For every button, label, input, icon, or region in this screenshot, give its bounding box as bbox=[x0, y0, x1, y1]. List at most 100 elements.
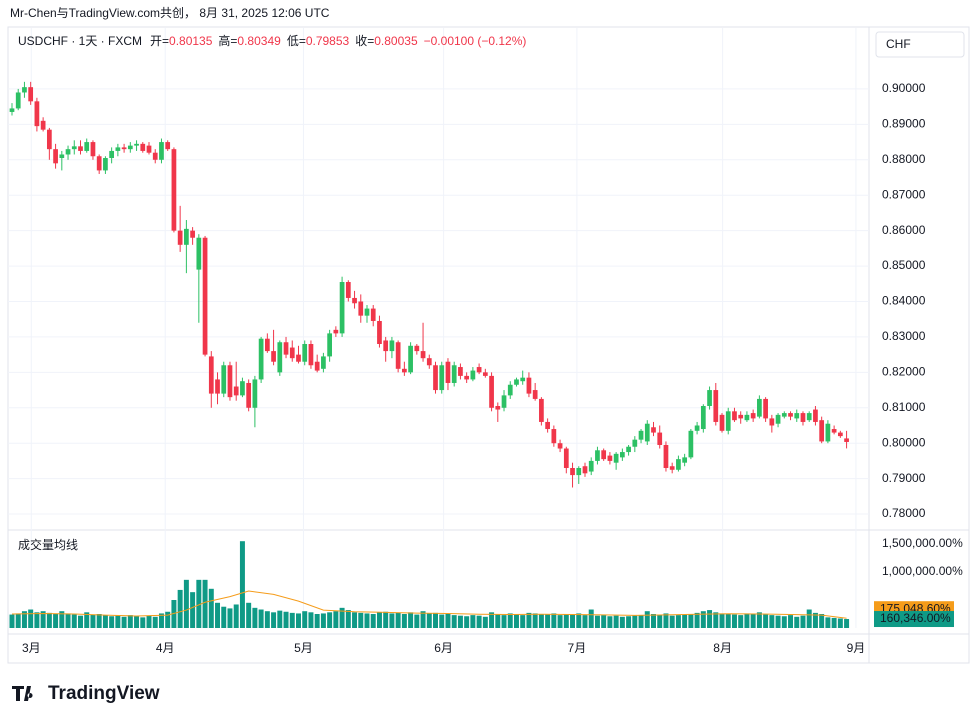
volume-bar bbox=[134, 616, 140, 628]
candle-body bbox=[165, 142, 171, 150]
candle-body bbox=[109, 150, 115, 159]
logo-icon bbox=[12, 686, 33, 701]
volume-bar bbox=[513, 614, 519, 628]
candle-body bbox=[837, 432, 843, 437]
candle-body bbox=[314, 361, 320, 371]
candle-body bbox=[694, 425, 700, 431]
volume-bar bbox=[158, 613, 164, 628]
candle-body bbox=[208, 356, 214, 394]
volume-bar bbox=[707, 610, 713, 628]
volume-bar bbox=[40, 611, 46, 628]
candle-body bbox=[551, 429, 557, 444]
volume-bar bbox=[115, 615, 121, 628]
volume-bar bbox=[208, 588, 214, 628]
volume-bar bbox=[308, 612, 314, 628]
candle-body bbox=[495, 406, 501, 410]
candle-body bbox=[651, 427, 656, 433]
volume-bar bbox=[825, 617, 831, 628]
y-tick-label: 0.81000 bbox=[882, 400, 926, 414]
ma-line bbox=[11, 590, 847, 619]
candle-body bbox=[345, 282, 351, 298]
logo-text: TradingView bbox=[48, 683, 160, 704]
volume-bar bbox=[433, 612, 439, 628]
ohlc-label: 高= bbox=[218, 33, 237, 48]
candle-body bbox=[402, 368, 407, 373]
candle-body bbox=[570, 468, 575, 476]
candle-body bbox=[613, 453, 619, 463]
candle-body bbox=[177, 230, 183, 245]
candle-body bbox=[358, 301, 364, 316]
volume-bar bbox=[59, 611, 65, 628]
volume-bar bbox=[545, 614, 551, 628]
volume-bar bbox=[501, 615, 507, 628]
candle-body bbox=[221, 365, 227, 394]
volume-bar bbox=[651, 614, 656, 628]
x-tick-label: 3月 bbox=[22, 641, 41, 655]
candle-body bbox=[258, 338, 264, 380]
volume-bar bbox=[632, 615, 638, 628]
volume-bar bbox=[146, 615, 152, 628]
candle-body bbox=[9, 108, 15, 112]
volume-bar bbox=[190, 592, 196, 628]
candle-body bbox=[601, 450, 607, 460]
candle-body bbox=[794, 413, 800, 419]
volume-bar bbox=[526, 612, 532, 628]
volume-bar bbox=[71, 614, 77, 628]
candle-body bbox=[825, 423, 831, 442]
volume-bar bbox=[252, 607, 258, 628]
volume-bar bbox=[171, 600, 177, 628]
candle-body bbox=[34, 101, 40, 127]
candle-body bbox=[40, 120, 46, 130]
volume-bar bbox=[806, 609, 812, 628]
candle-body bbox=[71, 146, 77, 150]
volume-bar bbox=[675, 615, 681, 628]
ohlc-value: 0.79853 bbox=[306, 34, 350, 48]
candle-body bbox=[669, 466, 675, 470]
candle-body bbox=[46, 129, 52, 150]
candle-body bbox=[327, 333, 332, 357]
volume-bar bbox=[302, 611, 308, 628]
volume-bar bbox=[657, 614, 663, 628]
volume-bar bbox=[34, 612, 40, 628]
volume-bar bbox=[102, 615, 108, 628]
candle-body bbox=[308, 344, 314, 366]
volume-bar bbox=[376, 612, 382, 628]
candle-body bbox=[59, 154, 65, 159]
volume-bar bbox=[202, 579, 208, 628]
volume-bar bbox=[563, 614, 569, 628]
volume-bar bbox=[395, 612, 401, 628]
y-tick-label: 0.79000 bbox=[882, 471, 926, 485]
candle-body bbox=[28, 87, 34, 102]
volume-title: 成交量均线 bbox=[18, 537, 78, 552]
candle-body bbox=[90, 142, 96, 157]
y-tick-label: 0.83000 bbox=[882, 329, 926, 343]
volume-bar bbox=[489, 612, 495, 628]
candle-body bbox=[414, 345, 420, 352]
volume-bar bbox=[445, 614, 451, 628]
candle-body bbox=[134, 143, 139, 146]
x-tick-label: 9月 bbox=[847, 641, 866, 655]
volume-bar bbox=[420, 611, 426, 628]
candle-body bbox=[84, 142, 90, 151]
volume-bar bbox=[538, 614, 544, 628]
candle-body bbox=[489, 375, 494, 408]
volume-bar bbox=[21, 611, 27, 628]
candle-body bbox=[277, 342, 283, 373]
ohlc-label: 收= bbox=[355, 34, 374, 48]
candle-body bbox=[184, 228, 189, 245]
candle-body bbox=[445, 361, 451, 383]
volume-bar bbox=[594, 615, 600, 628]
candle-body bbox=[769, 418, 775, 426]
volume-bar bbox=[451, 615, 457, 628]
currency-button[interactable] bbox=[875, 31, 965, 58]
volume-bar bbox=[601, 615, 607, 628]
candle-body bbox=[383, 340, 389, 352]
candle-body bbox=[96, 156, 102, 171]
volume-bar bbox=[507, 613, 513, 628]
volume-bar bbox=[183, 579, 189, 628]
volume-bar bbox=[663, 613, 669, 628]
volume-bar bbox=[389, 613, 395, 628]
volume-bar bbox=[669, 615, 675, 628]
volume-bar bbox=[769, 615, 775, 628]
